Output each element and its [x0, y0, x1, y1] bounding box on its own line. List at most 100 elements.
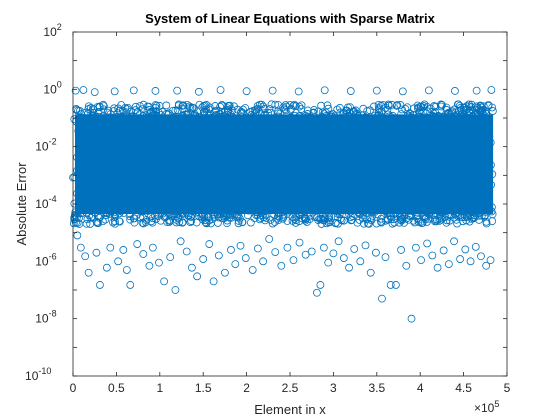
data-point	[402, 261, 411, 270]
band-marker	[262, 161, 271, 170]
band-marker	[462, 210, 471, 218]
band-marker	[224, 201, 233, 209]
band-marker	[225, 173, 234, 182]
band-marker	[202, 167, 210, 175]
band-marker	[75, 107, 84, 115]
band-marker	[168, 106, 177, 115]
y-tick-label: 10-2	[35, 137, 56, 154]
band-marker	[305, 215, 314, 224]
band-marker	[115, 173, 124, 181]
data-point	[148, 243, 157, 252]
band-marker	[162, 182, 170, 191]
band-marker	[253, 144, 262, 153]
y-tick-label: 10-10	[25, 366, 51, 383]
band-marker	[216, 126, 225, 135]
data-point	[126, 281, 135, 289]
band-marker	[162, 126, 171, 135]
band-marker	[361, 113, 370, 122]
data-point	[90, 88, 99, 97]
band-marker	[158, 107, 167, 116]
band-marker	[291, 196, 300, 205]
band-marker	[438, 101, 446, 109]
band-marker	[87, 177, 95, 186]
band-marker	[233, 105, 242, 114]
band-marker	[396, 101, 405, 109]
band-marker	[214, 137, 222, 146]
data-point	[253, 244, 262, 253]
band-marker	[201, 204, 210, 212]
x-axis-exponent: ×105	[474, 399, 499, 415]
band-marker	[374, 198, 383, 206]
band-marker	[139, 112, 148, 120]
band-marker	[457, 114, 465, 123]
band-marker	[151, 211, 159, 220]
data-point	[122, 266, 131, 274]
band-marker	[411, 194, 419, 203]
band-marker	[153, 112, 161, 121]
band-marker	[133, 108, 142, 116]
band-marker	[481, 109, 490, 118]
band-marker	[223, 149, 232, 158]
band-marker	[98, 181, 107, 190]
band-marker	[417, 219, 426, 228]
band-marker	[426, 152, 435, 160]
band-marker	[180, 110, 189, 119]
band-marker	[121, 103, 130, 112]
data-point	[248, 266, 257, 274]
band-marker	[327, 111, 336, 119]
band-marker	[471, 126, 480, 135]
band-marker	[110, 217, 119, 226]
band-marker	[209, 155, 217, 164]
band-marker	[347, 122, 356, 131]
band-marker	[446, 144, 454, 153]
band-marker	[444, 108, 453, 117]
band-marker	[159, 209, 167, 218]
band-marker	[416, 106, 425, 114]
band-marker	[143, 195, 152, 204]
band-marker	[270, 116, 279, 125]
band-marker	[111, 211, 119, 220]
band-marker	[149, 184, 158, 193]
band-marker	[102, 211, 111, 219]
band-marker	[330, 168, 339, 177]
band-marker	[466, 210, 475, 219]
band-marker	[442, 216, 451, 225]
band-marker	[358, 115, 367, 124]
band-marker	[260, 180, 269, 189]
data-point	[386, 281, 395, 289]
band-marker	[211, 107, 220, 116]
band-marker	[340, 109, 349, 118]
band-marker	[210, 115, 219, 124]
band-marker	[242, 113, 251, 122]
band-marker	[70, 199, 79, 208]
band-marker	[138, 207, 147, 216]
band-marker	[273, 172, 282, 181]
band-marker	[463, 105, 471, 114]
band-marker	[392, 172, 401, 181]
band-marker	[167, 199, 176, 208]
band-marker	[82, 208, 91, 217]
band-marker	[371, 207, 380, 216]
band-marker	[334, 114, 343, 123]
band-marker	[309, 204, 318, 212]
band-marker	[480, 165, 488, 174]
band-marker	[488, 107, 497, 115]
data-point	[366, 268, 375, 277]
data-point	[173, 86, 182, 95]
band-marker	[434, 207, 443, 215]
band-marker	[460, 151, 468, 160]
band-marker	[345, 157, 354, 165]
band-marker	[311, 186, 320, 195]
band-marker	[464, 208, 472, 217]
band-marker	[479, 131, 488, 139]
y-tick-label: 10-4	[35, 194, 56, 211]
band-marker	[216, 177, 224, 186]
band-marker	[84, 150, 93, 159]
band-marker	[314, 198, 323, 207]
x-tick-label: 4	[417, 381, 424, 395]
band-marker	[482, 217, 491, 226]
band-marker	[114, 149, 122, 158]
data-point	[320, 86, 329, 95]
band-marker	[189, 112, 198, 120]
band-marker	[203, 178, 212, 187]
